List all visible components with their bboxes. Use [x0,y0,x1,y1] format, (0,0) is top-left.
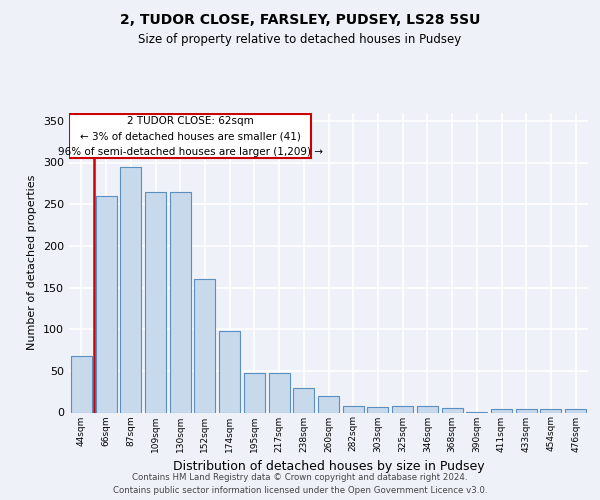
Bar [71,356,92,412]
Bar [145,192,166,412]
Text: 2 TUDOR CLOSE: 62sqm
← 3% of detached houses are smaller (41)
96% of semi-detach: 2 TUDOR CLOSE: 62sqm ← 3% of detached ho… [58,116,323,157]
Bar [442,408,463,412]
Bar [318,396,339,412]
Bar [244,372,265,412]
Bar [565,409,586,412]
Bar [343,406,364,412]
Y-axis label: Number of detached properties: Number of detached properties [28,175,37,350]
Bar [219,331,240,412]
Text: Contains HM Land Registry data © Crown copyright and database right 2024.
Contai: Contains HM Land Registry data © Crown c… [113,473,487,495]
Bar [194,279,215,412]
Bar [269,372,290,412]
FancyBboxPatch shape [70,114,311,158]
Bar [170,192,191,412]
Bar [120,166,141,412]
Bar [491,409,512,412]
Bar [95,196,116,412]
Bar [541,409,562,412]
Bar [367,406,388,412]
Bar [392,406,413,412]
Text: Size of property relative to detached houses in Pudsey: Size of property relative to detached ho… [139,32,461,46]
X-axis label: Distribution of detached houses by size in Pudsey: Distribution of detached houses by size … [173,460,484,473]
Bar [516,409,537,412]
Bar [293,388,314,412]
Text: 2, TUDOR CLOSE, FARSLEY, PUDSEY, LS28 5SU: 2, TUDOR CLOSE, FARSLEY, PUDSEY, LS28 5S… [120,12,480,26]
Bar [417,406,438,412]
